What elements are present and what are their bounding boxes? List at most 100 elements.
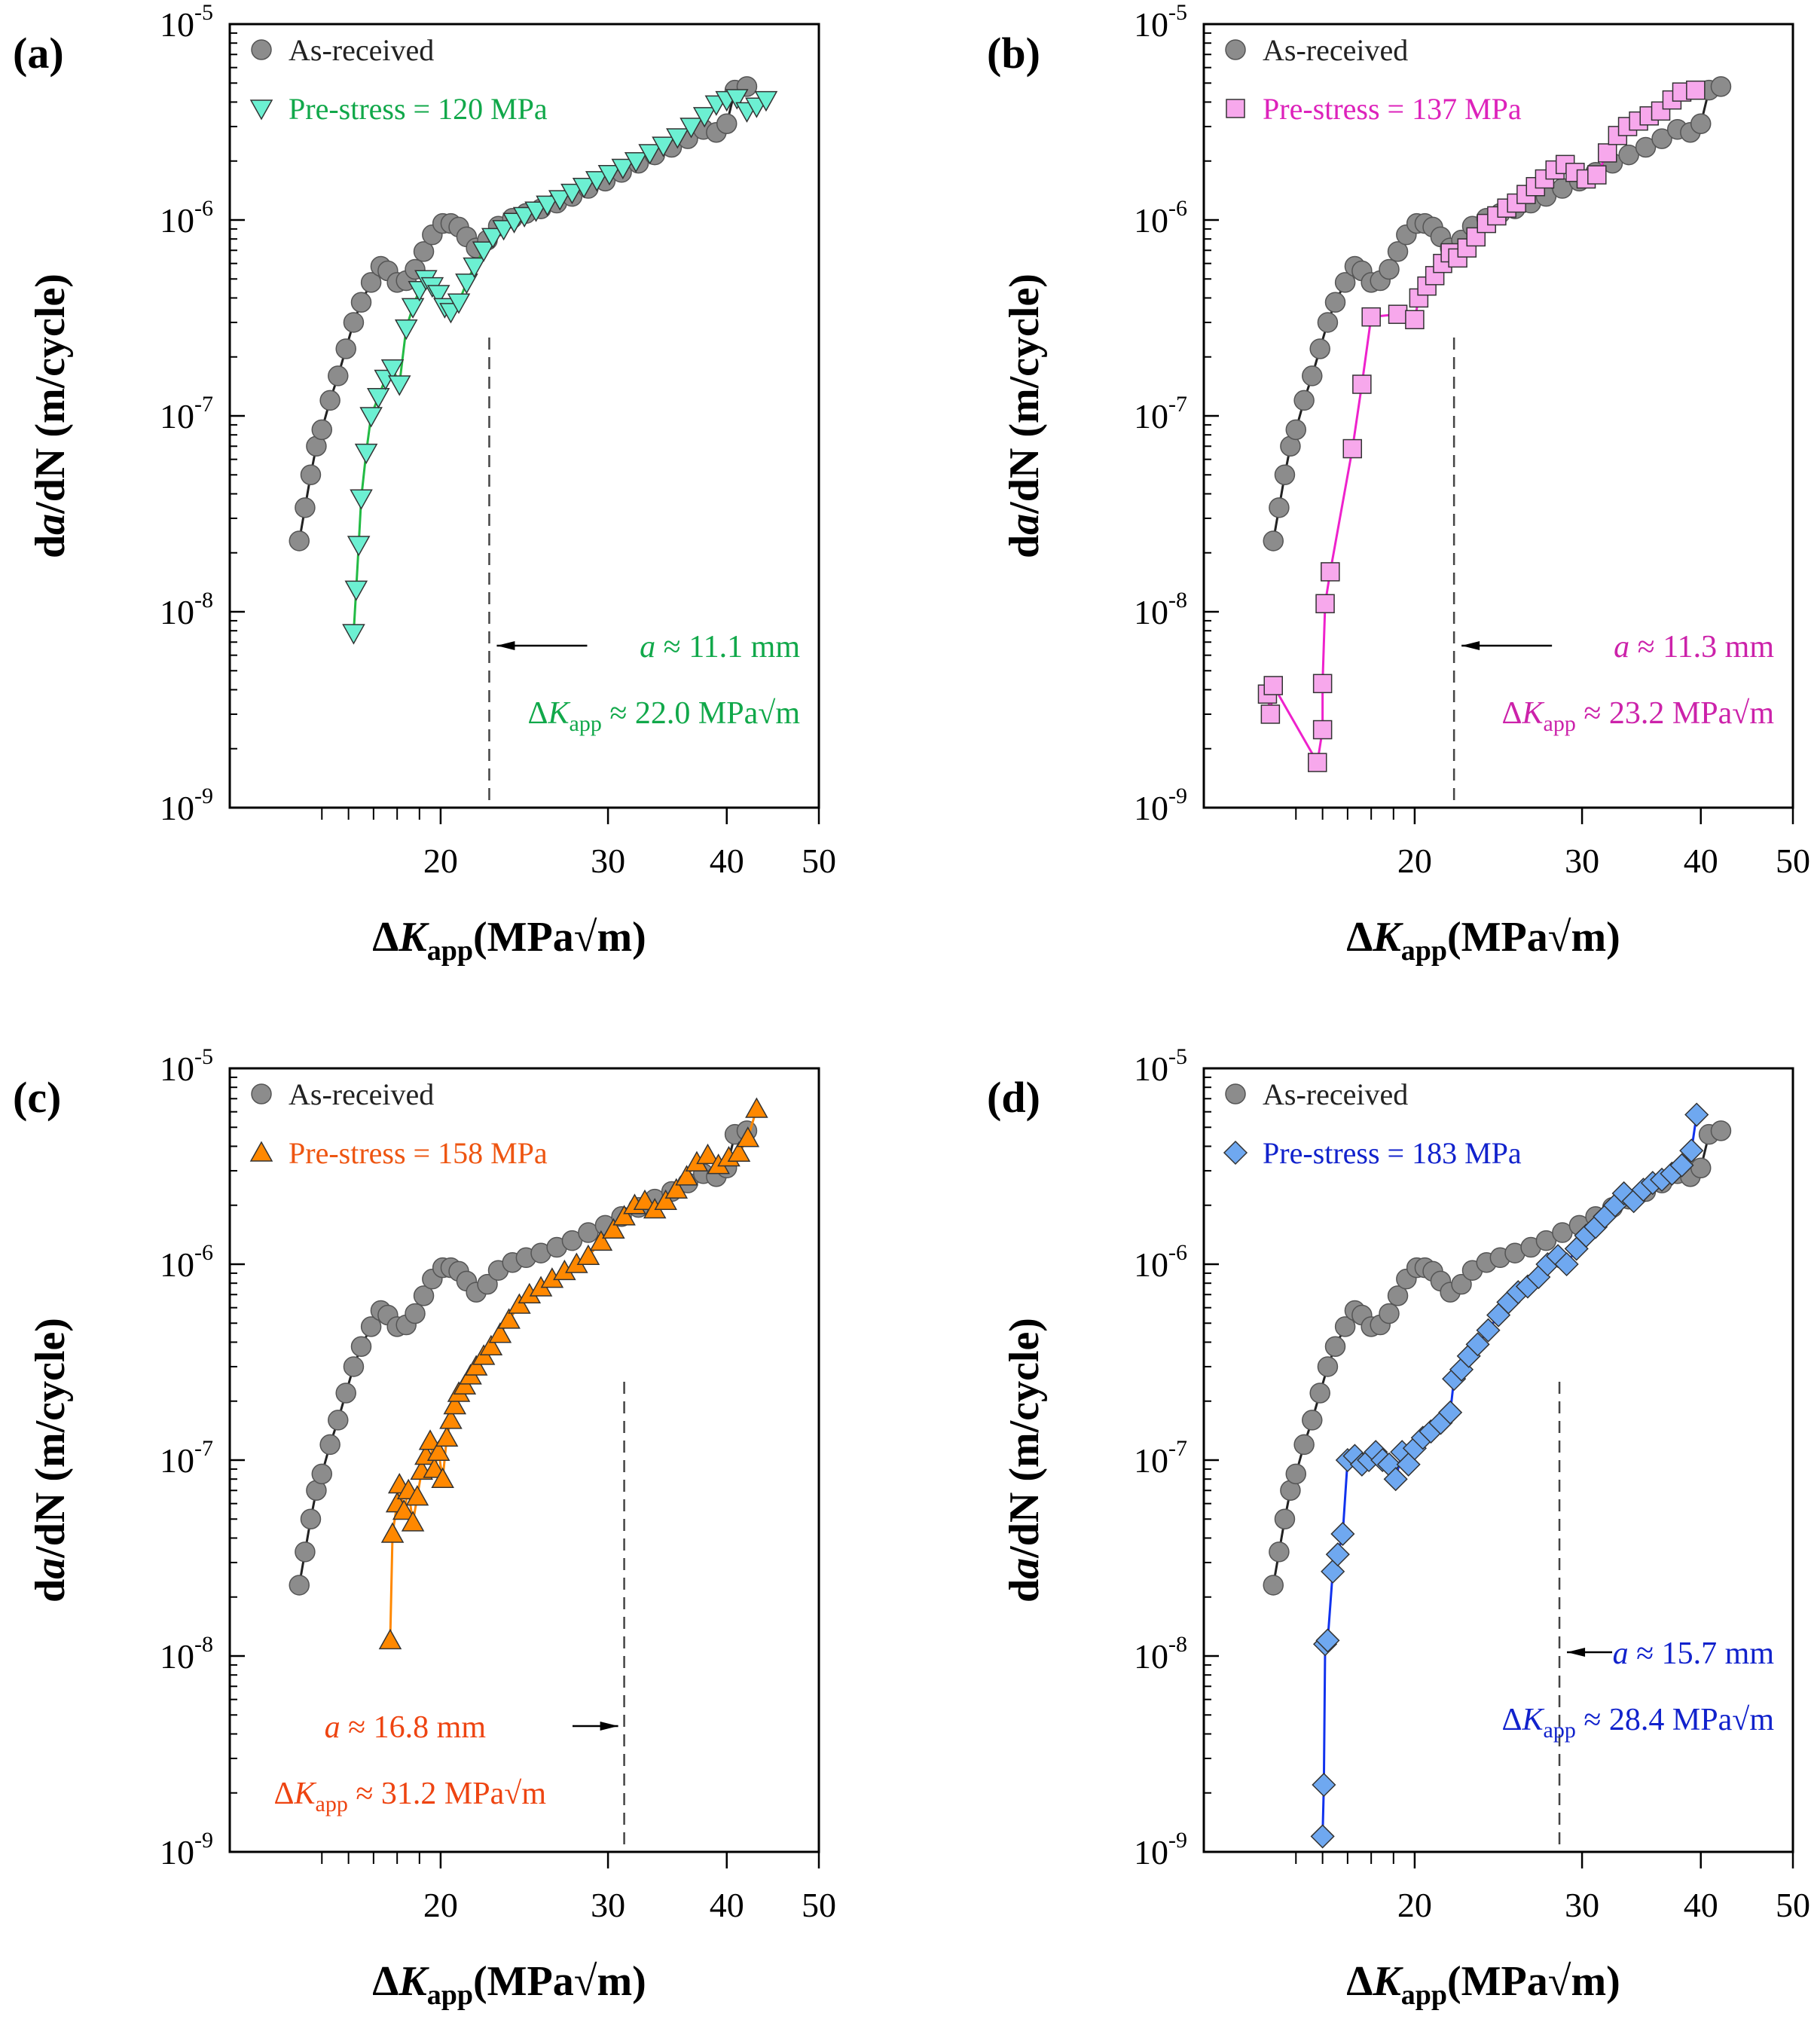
crack-length-annotation: a ≈ 11.3 mm: [1614, 630, 1774, 665]
data-point: [1451, 1273, 1472, 1295]
data-point: [343, 312, 365, 333]
data-point: [1309, 338, 1330, 359]
delta-k-annotation: ΔKapp ≈ 28.4 MPa√m: [1502, 1703, 1775, 1743]
arrow-annotation: [496, 641, 588, 650]
data-point: [295, 497, 316, 518]
data-point: [1324, 292, 1346, 313]
data-point: [413, 1285, 435, 1306]
data-point: [1302, 1410, 1323, 1431]
y-tick-label: 10-8: [1134, 588, 1187, 631]
data-point: [589, 1230, 613, 1251]
data-point: [413, 241, 435, 262]
legend-marker: [251, 1083, 272, 1104]
y-tick-label: 10-7: [1134, 1436, 1187, 1480]
arrow-annotation: [1567, 1648, 1613, 1657]
data-point: [350, 489, 373, 510]
data-point: [1317, 312, 1339, 333]
data-point: [492, 220, 515, 241]
panel-label: (b): [987, 29, 1040, 78]
data-point: [1334, 1316, 1356, 1337]
data-point: [344, 580, 368, 601]
y-tick-label: 10-6: [160, 196, 213, 240]
data-point: [394, 319, 418, 341]
arrow-annotation: [573, 1722, 618, 1731]
data-point: [289, 1575, 310, 1596]
data-point: [1293, 390, 1315, 411]
delta-k-annotation: ΔKapp ≈ 23.2 MPa√m: [1502, 696, 1775, 736]
data-point: [1342, 438, 1363, 459]
data-point: [392, 1499, 416, 1520]
data-point: [1312, 720, 1333, 740]
data-point: [380, 1522, 405, 1543]
x-tick-label: 40: [1684, 1886, 1718, 1924]
data-point: [1383, 1467, 1408, 1492]
data-point: [624, 151, 648, 173]
data-point: [1465, 1332, 1490, 1357]
y-tick-label: 10-7: [160, 392, 213, 435]
data-point: [602, 1218, 625, 1239]
data-point: [1307, 753, 1327, 772]
data-point: [716, 113, 738, 134]
y-axis-title: da/dN (m/cycle): [1001, 273, 1048, 558]
legend-marker: [1225, 1083, 1246, 1104]
legend-marker: [249, 99, 273, 121]
data-point: [1260, 704, 1281, 724]
y-axis-title: da/dN (m/cycle): [27, 1318, 74, 1603]
x-tick-label: 30: [1565, 842, 1599, 880]
data-point: [350, 1336, 372, 1358]
data-point: [680, 118, 703, 139]
data-point: [335, 338, 356, 359]
data-point: [319, 1434, 341, 1456]
x-tick-label: 50: [802, 842, 836, 880]
data-point: [1686, 80, 1706, 100]
legend-marker: [1226, 99, 1245, 118]
data-point: [692, 107, 716, 128]
data-point: [512, 206, 536, 228]
y-tick-label: 10-8: [160, 1632, 213, 1676]
data-point: [359, 407, 383, 428]
data-point: [447, 293, 471, 314]
data-point: [1285, 419, 1307, 441]
data-point: [1325, 1542, 1350, 1567]
y-tick-label: 10-5: [160, 1044, 213, 1088]
panel-a: 10-5 10-6 10-7 10-8 10-9 20 30 40 50 ΔKapp(MPa√m)…: [13, 0, 836, 967]
plot-area: [228, 1067, 820, 1853]
legend-label: As-received: [289, 33, 434, 67]
y-tick-label: 10-8: [160, 588, 213, 631]
x-tick-label: 40: [1684, 842, 1718, 880]
data-point: [360, 1316, 382, 1337]
x-tick-label: 50: [802, 1886, 836, 1924]
data-point: [1317, 1356, 1339, 1377]
data-point: [1597, 143, 1617, 163]
data-point: [1315, 1628, 1340, 1653]
data-point: [431, 1467, 454, 1488]
data-point: [1651, 128, 1672, 149]
data-point: [597, 165, 621, 186]
data-point: [366, 388, 390, 409]
data-point: [1388, 304, 1408, 324]
data-point: [378, 1628, 402, 1650]
data-point: [1285, 1463, 1307, 1485]
data-point: [1405, 310, 1425, 329]
data-point: [1263, 530, 1284, 551]
data-point: [488, 1322, 512, 1343]
data-point: [347, 536, 371, 557]
data-point: [560, 183, 584, 205]
legend-marker: [249, 1141, 273, 1162]
data-point: [300, 464, 322, 486]
y-tick-label: 10-8: [1134, 1632, 1187, 1676]
data-point: [328, 1410, 349, 1431]
data-point: [1710, 76, 1732, 97]
data-point: [477, 1273, 498, 1295]
x-tick-label: 20: [1397, 842, 1432, 880]
panel-b: 10-5 10-6 10-7 10-8 10-9 20 30 40 50 ΔKapp(MPa√m)…: [987, 0, 1810, 967]
x-tick-label: 20: [423, 1886, 458, 1924]
legend-label: As-received: [1263, 1077, 1408, 1111]
data-point: [426, 1440, 450, 1461]
data-point: [664, 1178, 689, 1199]
y-tick-label: 10-5: [1134, 0, 1187, 44]
legend-label: Pre-stress = 158 MPa: [289, 1136, 548, 1170]
data-point: [1312, 674, 1333, 694]
data-point: [1312, 1772, 1336, 1798]
y-axis-title: da/dN (m/cycle): [1001, 1318, 1048, 1603]
